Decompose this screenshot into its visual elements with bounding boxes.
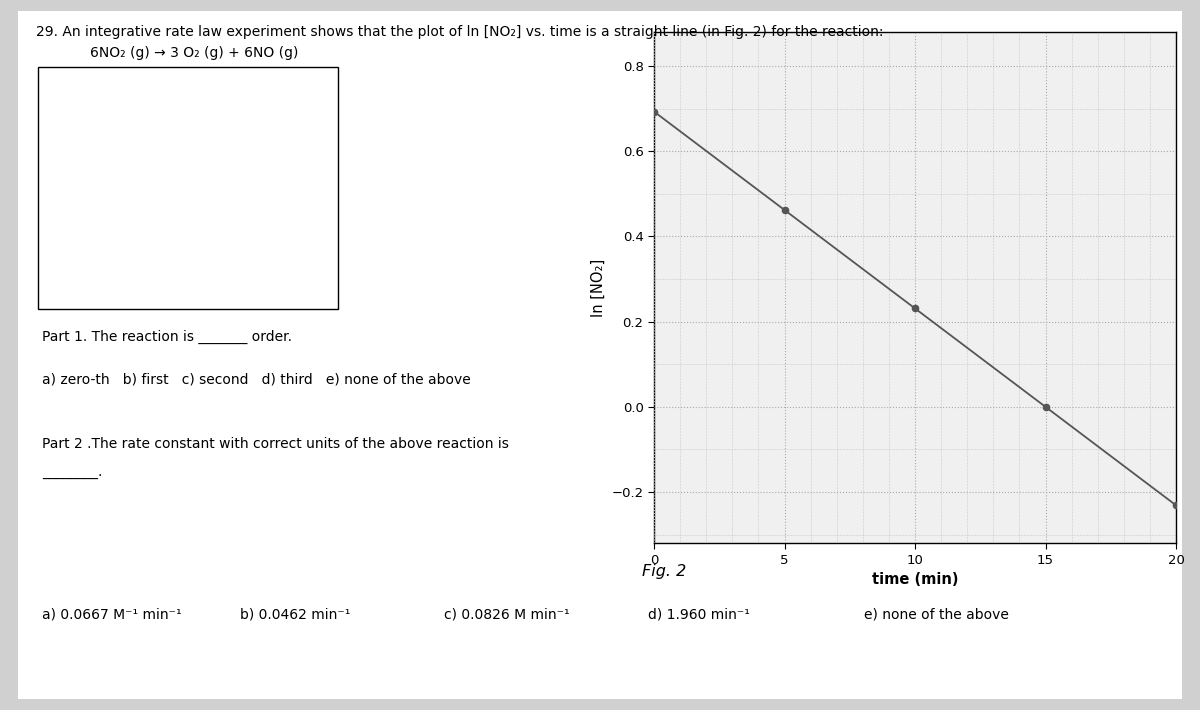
Text: 1.0000: 1.0000	[198, 231, 246, 245]
Text: Time (min): Time (min)	[48, 75, 124, 89]
Text: 29. An integrative rate law experiment shows that the plot of ln [NO₂] vs. time : 29. An integrative rate law experiment s…	[36, 25, 883, 39]
Text: 20.000: 20.000	[48, 270, 96, 284]
Text: 1.2599: 1.2599	[198, 192, 246, 206]
Text: 0.0000: 0.0000	[48, 114, 96, 128]
Text: c) 0.0826 M min⁻¹: c) 0.0826 M min⁻¹	[444, 607, 570, 621]
Text: 10.000: 10.000	[48, 192, 96, 206]
X-axis label: time (min): time (min)	[871, 572, 959, 587]
Text: 0.79370: 0.79370	[198, 270, 256, 284]
Text: 15.000: 15.000	[48, 231, 96, 245]
Text: 1.5874: 1.5874	[198, 153, 246, 167]
Text: a) zero-th   b) first   c) second   d) third   e) none of the above: a) zero-th b) first c) second d) third e…	[42, 373, 470, 387]
Text: 6NO₂ (g) → 3 O₂ (g) + 6NO (g): 6NO₂ (g) → 3 O₂ (g) + 6NO (g)	[90, 46, 299, 60]
Text: Part 2 .The rate constant with correct units of the above reaction is: Part 2 .The rate constant with correct u…	[42, 437, 509, 451]
Text: d) 1.960 min⁻¹: d) 1.960 min⁻¹	[648, 607, 750, 621]
Text: 5.0000: 5.0000	[48, 153, 96, 167]
Y-axis label: In [NO₂]: In [NO₂]	[590, 258, 606, 317]
Text: [NO₂] (M): [NO₂] (M)	[198, 75, 263, 89]
Text: ________.: ________.	[42, 465, 102, 479]
Text: a) 0.0667 M⁻¹ min⁻¹: a) 0.0667 M⁻¹ min⁻¹	[42, 607, 181, 621]
Text: b) 0.0462 min⁻¹: b) 0.0462 min⁻¹	[240, 607, 350, 621]
Text: 2.0000: 2.0000	[198, 114, 246, 128]
Text: Part 1. The reaction is _______ order.: Part 1. The reaction is _______ order.	[42, 330, 292, 344]
Text: Fig. 2: Fig. 2	[642, 564, 686, 579]
Text: e) none of the above: e) none of the above	[864, 607, 1009, 621]
